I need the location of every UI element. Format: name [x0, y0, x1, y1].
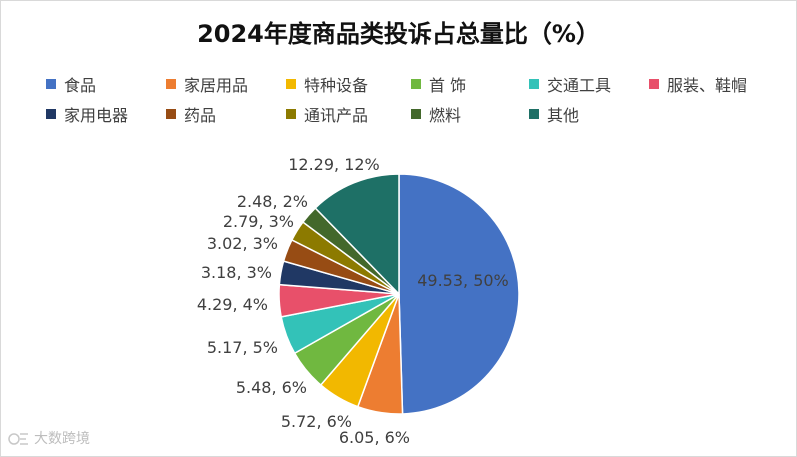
- legend-label: 交通工具: [547, 76, 612, 95]
- legend-label: 特种设备: [304, 76, 369, 95]
- legend-label: 家用电器: [64, 106, 129, 125]
- legend-item: 燃料: [411, 102, 461, 126]
- legend-swatch: [46, 109, 56, 119]
- slice-data-label: 49.53, 50%: [417, 271, 509, 290]
- legend-swatch: [649, 79, 659, 89]
- legend-label: 食品: [64, 76, 97, 95]
- slice-data-label: 12.29, 12%: [288, 155, 380, 174]
- slice-data-label: 5.48, 6%: [236, 378, 307, 397]
- legend-label: 通讯产品: [304, 106, 369, 125]
- legend-label: 首 饰: [429, 76, 467, 95]
- slice-data-label: 3.18, 3%: [201, 263, 272, 282]
- slice-data-label: 5.72, 6%: [281, 412, 352, 431]
- watermark-logo-icon: [8, 433, 28, 445]
- legend-swatch: [46, 79, 56, 89]
- slice-data-label: 2.48, 2%: [237, 192, 308, 211]
- legend-item: 服装、鞋帽: [649, 72, 747, 96]
- slice-data-label: 4.29, 4%: [197, 295, 268, 314]
- legend-label: 家居用品: [184, 76, 249, 95]
- legend-item: 首 饰: [411, 72, 466, 96]
- legend-item: 通讯产品: [286, 102, 368, 126]
- slice-data-label: 3.02, 3%: [207, 234, 278, 253]
- legend-label: 其他: [547, 106, 580, 125]
- legend-item: 家用电器: [46, 102, 128, 126]
- legend-swatch: [286, 109, 296, 119]
- legend-swatch: [166, 79, 176, 89]
- slice-data-label: 2.79, 3%: [223, 212, 294, 231]
- legend-swatch: [411, 79, 421, 89]
- legend-swatch: [286, 79, 296, 89]
- legend-label: 燃料: [429, 106, 462, 125]
- legend-label: 药品: [184, 106, 217, 125]
- legend-item: 交通工具: [529, 72, 611, 96]
- legend-item: 食品: [46, 72, 96, 96]
- pie-slice: [398, 173, 520, 415]
- legend-swatch: [529, 79, 539, 89]
- watermark-text: 大数跨境: [34, 431, 90, 447]
- legend-item: 其他: [529, 102, 579, 126]
- legend-item: 药品: [166, 102, 216, 126]
- legend-label: 服装、鞋帽: [667, 76, 748, 95]
- legend-swatch: [411, 109, 421, 119]
- legend-swatch: [529, 109, 539, 119]
- legend-item: 特种设备: [286, 72, 368, 96]
- legend-item: 家居用品: [166, 72, 248, 96]
- chart-title: 2024年度商品类投诉占总量比（%）: [197, 20, 600, 48]
- slice-data-label: 6.05, 6%: [339, 428, 410, 447]
- watermark: 大数跨境: [8, 428, 90, 448]
- pie-slice: [314, 173, 400, 296]
- slice-data-label: 5.17, 5%: [207, 338, 278, 357]
- legend-swatch: [166, 109, 176, 119]
